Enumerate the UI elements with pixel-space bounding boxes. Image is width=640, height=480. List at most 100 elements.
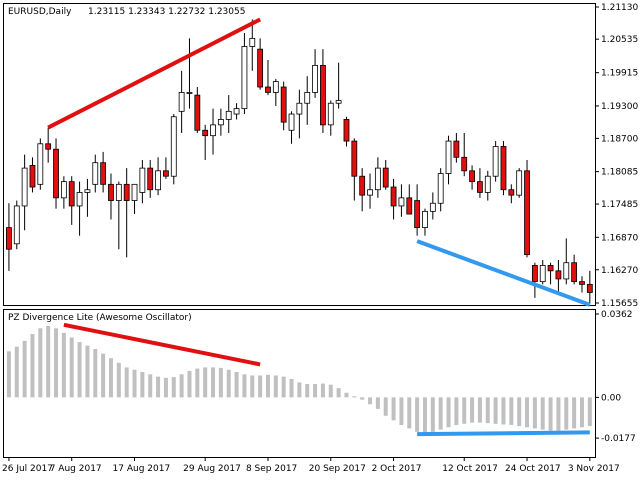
ao-bar — [242, 374, 247, 398]
ao-bar — [352, 396, 357, 398]
bear-candle — [406, 197, 413, 215]
bull-candle — [516, 170, 523, 196]
bull-candle — [13, 205, 20, 245]
bull-candle — [76, 192, 83, 207]
bull-candle — [304, 92, 311, 104]
bull-candle — [139, 167, 146, 193]
ao-bar — [289, 378, 294, 398]
bear-candle — [359, 175, 366, 196]
price-panel-frame — [3, 3, 596, 306]
ao-bar — [250, 375, 255, 398]
bear-candle — [500, 146, 507, 191]
ao-histogram — [6, 325, 592, 434]
ao-bar — [156, 376, 161, 398]
ao-bar — [446, 397, 451, 428]
price-axis: 1.21130 1.20535 1.19915 1.19300 1.18700 1.180… — [595, 3, 638, 309]
bear-candle — [202, 129, 209, 137]
bull-candle — [131, 183, 138, 201]
time-tick-label: 3 Nov 2017 — [568, 464, 620, 474]
bull-candle — [249, 37, 256, 47]
bull-candle — [186, 92, 193, 94]
ao-bar — [438, 397, 443, 430]
ao-bar — [485, 397, 490, 424]
ohlc-readout: 1.23115 1.23343 1.22732 1.23055 — [88, 7, 245, 17]
bear-candle — [45, 143, 52, 150]
ao-bar — [203, 367, 208, 398]
ao-bar — [399, 397, 404, 425]
price-bearish-divergence-line — [47, 17, 262, 130]
indicator-bullish-divergence-line — [417, 430, 590, 437]
bull-candle — [233, 108, 240, 115]
ao-bar — [116, 362, 121, 398]
bull-candle — [563, 262, 570, 280]
bear-candle — [280, 86, 287, 123]
price-bullish-divergence-line — [416, 239, 591, 307]
ao-bar — [148, 374, 153, 398]
ao-bar — [38, 328, 43, 398]
ao-bar — [6, 351, 11, 398]
indicator-tick-label: 0.0362 — [601, 310, 633, 320]
ao-bar — [14, 346, 19, 398]
bear-candle — [469, 170, 475, 183]
ao-bar — [140, 372, 145, 398]
ao-bar — [305, 383, 310, 398]
bear-candle — [547, 265, 554, 272]
bull-candle — [312, 64, 318, 93]
bull-candle — [178, 92, 185, 112]
ao-bar — [30, 334, 35, 398]
time-tick-label: 7 Aug 2017 — [50, 464, 102, 474]
indicator-panel-frame — [3, 309, 596, 458]
ao-bar — [132, 369, 137, 398]
bear-candle — [343, 119, 350, 142]
price-tick-label: 1.21130 — [601, 3, 638, 13]
ao-bar — [85, 345, 90, 398]
bear-candle — [531, 265, 538, 283]
bear-candle — [123, 183, 130, 201]
bull-candle — [492, 146, 499, 177]
ao-bar — [548, 397, 553, 431]
bull-candle — [335, 100, 342, 104]
ao-bar — [77, 342, 82, 398]
bear-candle — [108, 183, 114, 201]
symbol-label: EURUSD,Daily — [8, 7, 72, 17]
ao-bar — [477, 397, 482, 423]
bear-candle — [320, 64, 326, 126]
ao-bar — [375, 397, 380, 409]
ao-bar — [430, 397, 435, 432]
time-tick-label: 8 Sep 2017 — [246, 464, 297, 474]
bull-candle — [217, 119, 224, 126]
price-tick-label: 1.18700 — [601, 134, 638, 144]
ao-bar — [101, 353, 106, 398]
bear-candle — [163, 170, 169, 177]
divergence-lines — [47, 17, 591, 437]
ao-bar — [344, 392, 349, 398]
ao-bar — [517, 397, 522, 427]
bear-candle — [53, 148, 59, 199]
ao-bar — [320, 383, 325, 398]
bear-candle — [390, 186, 397, 207]
bear-candle — [586, 283, 593, 293]
bull-candle — [374, 167, 381, 191]
bear-candle — [555, 270, 562, 280]
ao-bar — [422, 397, 427, 434]
indicator-bearish-divergence-line — [63, 322, 261, 367]
ao-bar — [493, 397, 498, 424]
ao-bar — [415, 397, 420, 432]
bull-candle — [272, 81, 279, 93]
ao-bar — [579, 397, 584, 428]
bear-candle — [6, 227, 12, 250]
ao-bar — [54, 328, 59, 398]
ao-bar — [336, 388, 341, 398]
bear-candle — [571, 262, 578, 283]
ao-bar — [258, 375, 263, 398]
ao-bar — [179, 374, 184, 398]
bear-candle — [257, 48, 264, 88]
bear-candle — [265, 86, 271, 93]
ao-bar — [540, 397, 545, 430]
time-tick-label: 29 Aug 2017 — [183, 464, 241, 474]
ao-bar — [61, 332, 66, 398]
ao-bar — [93, 348, 98, 398]
bear-candle — [382, 167, 389, 188]
ao-bar — [163, 377, 168, 398]
